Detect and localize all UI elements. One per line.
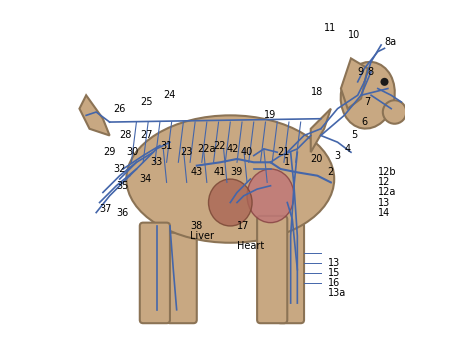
Text: 8a: 8a: [384, 37, 397, 47]
Text: 19: 19: [264, 111, 276, 120]
Text: 2: 2: [328, 167, 334, 177]
Text: 9: 9: [358, 67, 364, 77]
Circle shape: [381, 78, 389, 86]
Text: 18: 18: [311, 87, 323, 97]
Text: 15: 15: [328, 268, 340, 278]
Text: 20: 20: [311, 154, 323, 164]
FancyBboxPatch shape: [140, 223, 170, 323]
Text: 13a: 13a: [328, 288, 346, 298]
Text: 28: 28: [119, 130, 132, 141]
Ellipse shape: [209, 179, 252, 226]
Text: 31: 31: [160, 141, 172, 150]
Polygon shape: [80, 95, 109, 136]
Text: 40: 40: [240, 147, 253, 157]
Text: 43: 43: [190, 167, 202, 177]
Text: 11: 11: [324, 23, 337, 33]
Text: 21: 21: [277, 147, 290, 157]
Text: 8: 8: [368, 67, 374, 77]
FancyBboxPatch shape: [166, 233, 197, 323]
Text: 27: 27: [140, 130, 152, 141]
Text: 25: 25: [140, 97, 152, 107]
Text: 7: 7: [365, 97, 371, 107]
Text: Liver: Liver: [190, 231, 214, 241]
Text: 32: 32: [113, 164, 125, 174]
Text: 23: 23: [180, 147, 192, 157]
Text: 5: 5: [351, 130, 357, 141]
Text: 26: 26: [113, 104, 125, 114]
Text: 13: 13: [328, 258, 340, 268]
Ellipse shape: [383, 100, 406, 124]
Text: 34: 34: [140, 174, 152, 184]
Polygon shape: [341, 58, 368, 108]
Text: 16: 16: [328, 278, 340, 288]
Text: 14: 14: [378, 208, 390, 218]
Text: 30: 30: [127, 147, 138, 157]
Text: 12: 12: [378, 177, 390, 187]
Text: 37: 37: [100, 204, 112, 214]
Polygon shape: [311, 108, 331, 152]
Text: 22: 22: [213, 141, 226, 150]
Text: Heart: Heart: [237, 241, 264, 251]
Text: 12b: 12b: [378, 167, 396, 177]
Ellipse shape: [341, 62, 395, 128]
Text: 24: 24: [163, 90, 176, 100]
Text: 36: 36: [116, 208, 128, 218]
Text: 39: 39: [230, 167, 243, 177]
Text: 1: 1: [284, 157, 290, 167]
Text: 35: 35: [116, 181, 129, 191]
Text: 22a: 22a: [197, 144, 215, 154]
Text: 12a: 12a: [378, 188, 396, 197]
Text: 33: 33: [150, 157, 162, 167]
FancyBboxPatch shape: [277, 223, 304, 323]
Text: 10: 10: [347, 30, 360, 40]
Text: 3: 3: [334, 151, 340, 161]
Text: 41: 41: [213, 167, 226, 177]
Text: 4: 4: [344, 144, 350, 154]
Ellipse shape: [247, 169, 294, 223]
Text: 17: 17: [237, 221, 249, 231]
FancyBboxPatch shape: [257, 216, 287, 323]
Text: 29: 29: [103, 147, 115, 157]
Ellipse shape: [127, 115, 334, 243]
Text: 13: 13: [378, 197, 390, 208]
Text: 6: 6: [361, 117, 367, 127]
Text: 42: 42: [227, 144, 239, 154]
Text: 38: 38: [190, 221, 202, 231]
